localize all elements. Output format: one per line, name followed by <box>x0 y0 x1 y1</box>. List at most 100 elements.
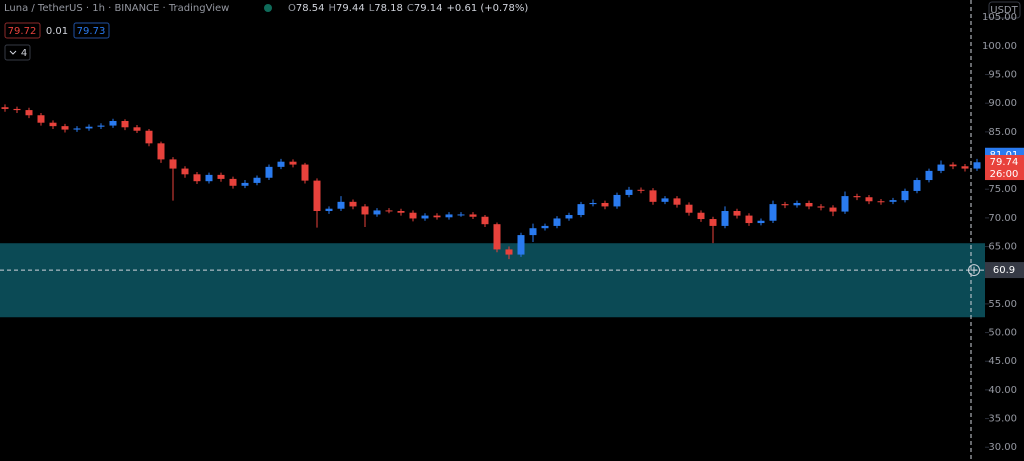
candle-body <box>349 201 357 207</box>
candle-body <box>181 168 189 175</box>
candle-body <box>937 164 945 171</box>
candle-body <box>265 166 273 178</box>
ohlc-value: 79.14 <box>414 3 443 14</box>
candle-body <box>829 207 837 212</box>
candle-body <box>601 202 609 207</box>
candle-body <box>505 249 513 255</box>
candle-body <box>37 115 45 123</box>
y-tick-label: 50.00 <box>988 328 1017 339</box>
candle-body <box>577 204 585 216</box>
candle-body <box>313 180 321 212</box>
ohlc-label: H <box>329 3 337 14</box>
candle-body <box>877 201 885 203</box>
candle-body <box>781 204 789 206</box>
candle-body <box>805 202 813 207</box>
candle-body <box>661 198 669 202</box>
candle-body <box>637 189 645 191</box>
candle-body <box>373 210 381 215</box>
candle-body <box>685 204 693 213</box>
ohlc-legend: O78.54 H79.44 L78.18 C79.14 +0.61 (+0.78%) <box>288 3 528 14</box>
candle-body <box>757 220 765 224</box>
candle-body <box>709 219 717 226</box>
candle-body <box>901 190 909 201</box>
candle-body <box>97 125 105 127</box>
spread: 0.01 <box>46 26 68 37</box>
candle-body <box>541 225 549 229</box>
candle-body <box>241 182 249 186</box>
ohlc-change: +0.61 (+0.78%) <box>447 3 529 14</box>
y-tick-label: 45.00 <box>988 356 1017 367</box>
y-tick-label: 30.00 <box>988 442 1017 453</box>
ohlc-value: 78.54 <box>296 3 325 14</box>
countdown-tag <box>985 168 1024 181</box>
indicator-toggle[interactable] <box>4 44 31 61</box>
candle-body <box>973 162 981 169</box>
bid-box[interactable] <box>4 22 41 39</box>
y-tick-label: 75.00 <box>988 184 1017 195</box>
ohlc-value: 78.18 <box>374 3 403 14</box>
candle-body <box>49 122 57 127</box>
y-tick-label: 70.00 <box>988 213 1017 224</box>
candle-body <box>133 127 141 131</box>
candle-body <box>361 206 369 215</box>
candle-body <box>853 196 861 198</box>
candle-body <box>337 201 345 209</box>
candle-body <box>529 228 537 236</box>
candle-body <box>277 161 285 167</box>
candle-body <box>733 211 741 216</box>
chart-title: Luna / TetherUS · 1h · BINANCE · Trading… <box>4 3 229 14</box>
candle-body <box>433 215 441 218</box>
candle-body <box>553 218 561 226</box>
ohlc-label: O <box>288 3 296 14</box>
candle-body <box>13 108 21 111</box>
candle-body <box>745 215 753 224</box>
candle-body <box>961 166 969 169</box>
y-tick-label: 40.00 <box>988 385 1017 396</box>
candle-body <box>109 120 117 126</box>
candle-body <box>793 202 801 206</box>
ohlc-label: C <box>407 3 414 14</box>
candle-body <box>493 224 501 250</box>
candle-body <box>865 197 873 202</box>
candle-body <box>409 212 417 219</box>
candle-body <box>769 204 777 221</box>
candle-body <box>169 159 177 169</box>
bid: 79.72 <box>8 26 37 37</box>
candle-body <box>205 174 213 182</box>
y-tick-label: 85.00 <box>988 127 1017 138</box>
y-tick-label: 35.00 <box>988 414 1017 425</box>
y-tick-label: 65.00 <box>988 242 1017 253</box>
y-tick-label: 105.00 <box>982 12 1017 23</box>
candle-body <box>697 212 705 220</box>
candle-body <box>625 189 633 195</box>
candle-body <box>229 178 237 186</box>
candle-body <box>721 211 729 226</box>
candle-body <box>949 164 957 167</box>
candle-body <box>589 202 597 205</box>
indicator-count: 4 <box>21 48 27 59</box>
y-tick-label: 100.00 <box>982 41 1017 52</box>
candle-body <box>613 194 621 207</box>
candle-body <box>145 130 153 144</box>
candle-body <box>1 107 9 109</box>
candle-body <box>913 180 921 191</box>
candle-body <box>61 126 69 130</box>
currency: USDT <box>990 5 1018 16</box>
candle-body <box>673 198 681 205</box>
crosshair-price: 60.9 <box>993 265 1015 276</box>
candle-body <box>253 177 261 183</box>
candle-body <box>25 110 33 116</box>
ohlc-label: L <box>369 3 375 14</box>
candle-body <box>565 215 573 219</box>
candle-body <box>841 196 849 212</box>
price-tag-label: 79.74 <box>990 157 1019 168</box>
candle-body <box>289 161 297 165</box>
candle-body <box>325 208 333 212</box>
candle-body <box>445 214 453 218</box>
y-tick-label: 95.00 <box>988 70 1017 81</box>
countdown: 26:00 <box>990 169 1019 180</box>
ask-box[interactable] <box>73 22 110 39</box>
currency-button[interactable] <box>988 1 1021 19</box>
candle-body <box>817 206 825 208</box>
